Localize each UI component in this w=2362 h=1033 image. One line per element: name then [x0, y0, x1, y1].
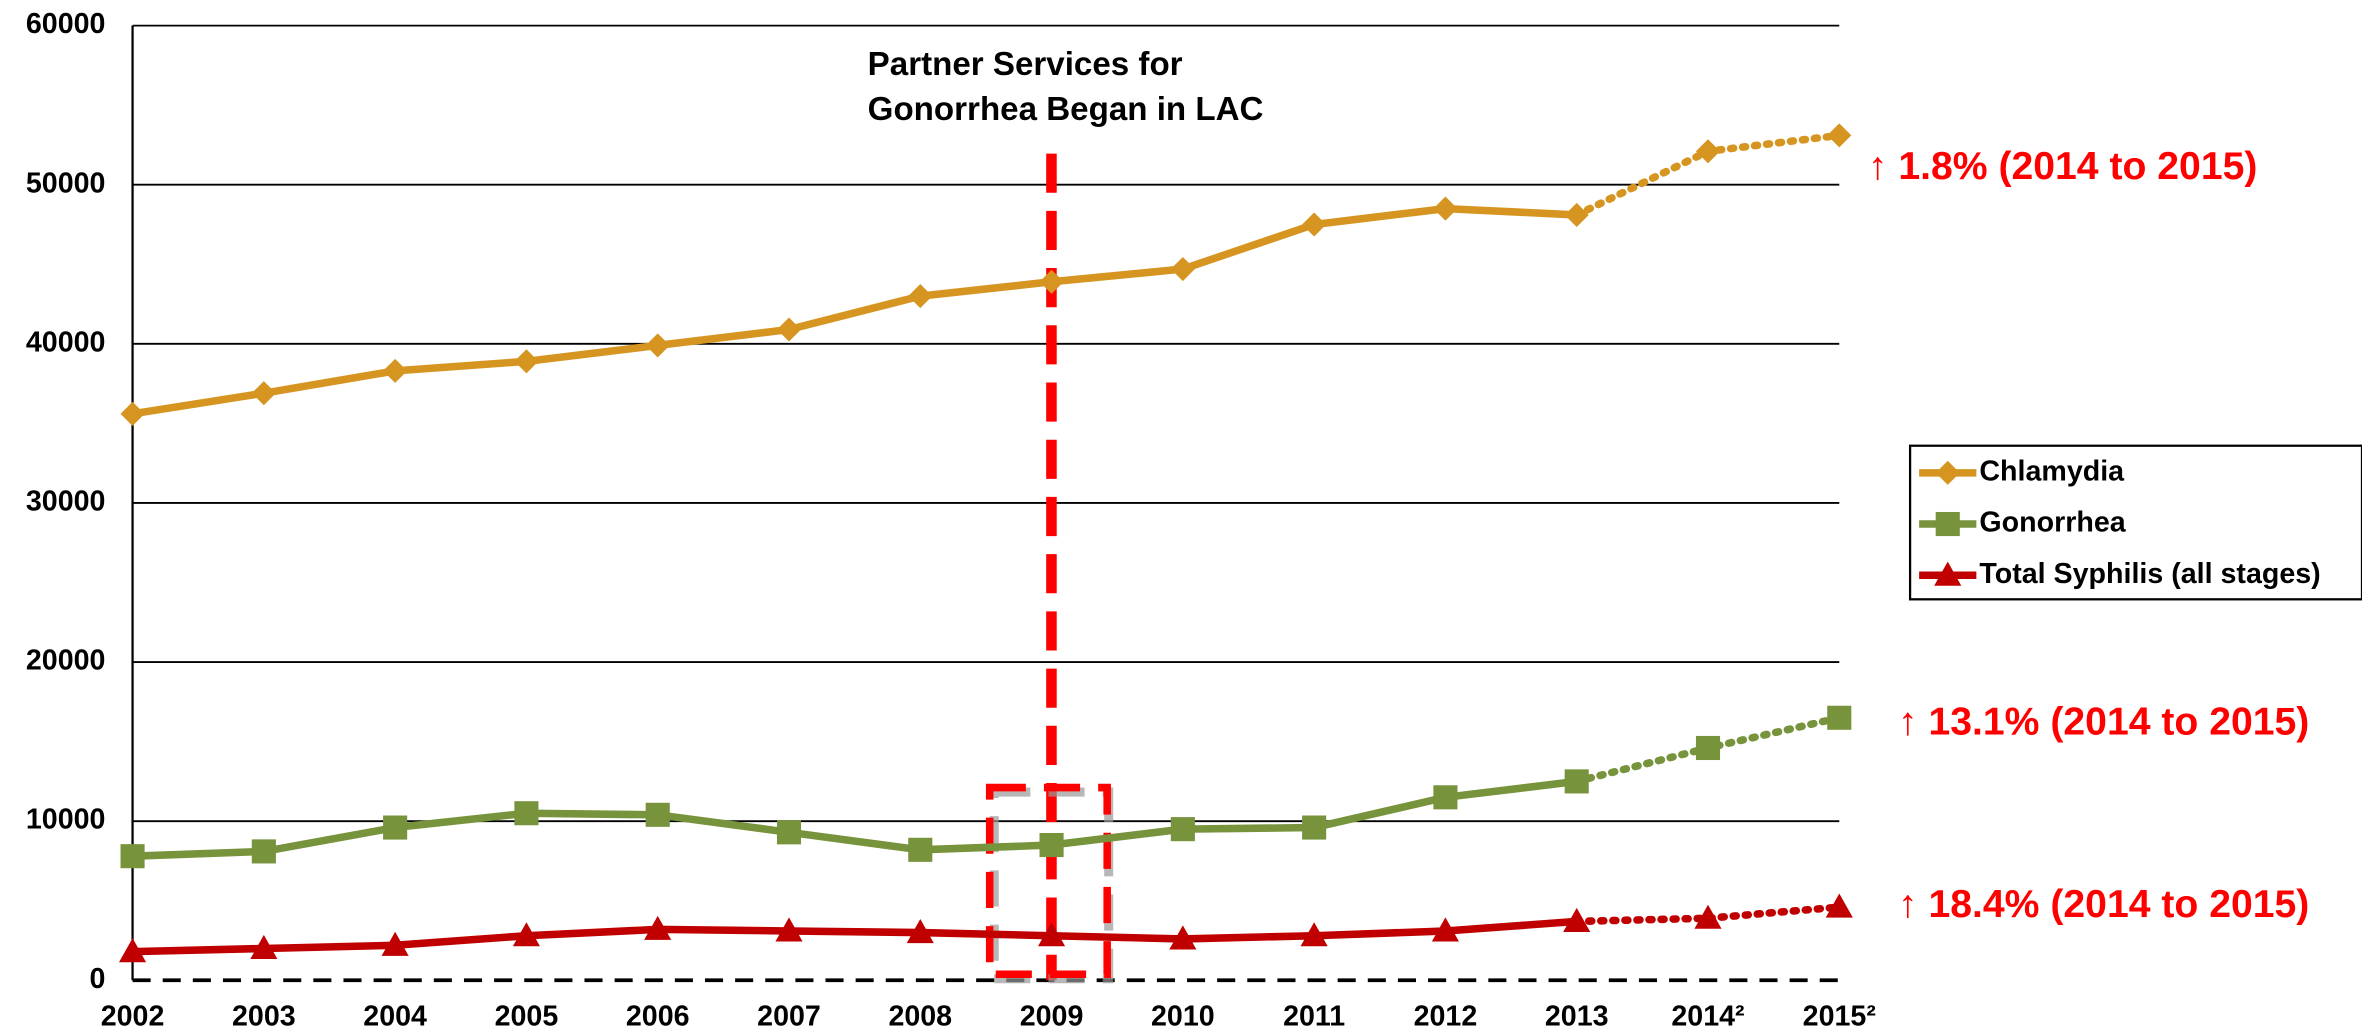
marker	[1170, 257, 1195, 282]
marker	[1934, 561, 1962, 586]
marker	[119, 938, 147, 963]
marker	[1039, 833, 1064, 858]
series-line	[128, 917, 1581, 956]
annotation: Partner Services for	[868, 46, 1183, 83]
marker	[1039, 269, 1064, 294]
legend-label: Chlamydia	[1979, 455, 2125, 487]
marker	[1935, 460, 1960, 485]
x-tick-label: 2003	[232, 1001, 296, 1033]
marker	[645, 333, 670, 358]
marker	[512, 922, 540, 947]
marker	[251, 381, 276, 406]
legend-label: Gonorrhea	[1979, 507, 2126, 539]
x-tick-label: 2012	[1414, 1001, 1478, 1033]
x-tick-label: 2010	[1151, 1001, 1215, 1033]
marker	[1302, 815, 1327, 840]
x-tick-label: 2002	[101, 1001, 165, 1033]
x-tick-label: 2005	[495, 1001, 559, 1033]
y-tick-label: 50000	[26, 167, 106, 199]
marker	[908, 837, 933, 862]
grid	[132, 24, 1840, 983]
marker	[1302, 212, 1327, 237]
marker	[1695, 735, 1721, 761]
y-tick-label: 10000	[26, 804, 106, 836]
marker	[514, 801, 539, 826]
x-tick-label: 2008	[888, 1001, 952, 1033]
x-tick-label: 2007	[757, 1001, 821, 1033]
marker	[1433, 785, 1458, 810]
marker	[908, 284, 933, 309]
highlight-shadow	[989, 787, 1114, 984]
marker	[1300, 922, 1328, 947]
y-tick-label: 40000	[26, 326, 106, 358]
marker	[775, 917, 803, 942]
plot: Chlamydia ↑ 1.8% (2014 to 2015) Gonorrhea ↑…	[119, 123, 2321, 963]
x-tick-label: 2015²	[1803, 1001, 1876, 1033]
marker	[383, 815, 408, 840]
marker	[1935, 511, 1960, 537]
marker	[1564, 202, 1589, 227]
marker	[1170, 817, 1195, 842]
marker	[383, 358, 408, 383]
marker	[1827, 705, 1852, 730]
marker	[1563, 907, 1591, 932]
x-tick-label: 2011	[1283, 1001, 1345, 1033]
marker	[1433, 196, 1458, 221]
series-note: ↑ 13.1% (2014 to 2015)	[1898, 701, 2309, 744]
x-tick-label: 2004	[363, 1001, 427, 1033]
x-tick-label: 2009	[1020, 1001, 1084, 1033]
marker	[514, 349, 539, 374]
marker	[645, 802, 670, 827]
marker	[1038, 922, 1066, 947]
legend-box	[1908, 444, 2362, 601]
marker	[1695, 139, 1721, 164]
marker	[251, 839, 276, 864]
x-tick-label: 2006	[626, 1001, 690, 1033]
marker	[1827, 123, 1852, 148]
marker	[1694, 904, 1722, 929]
y-tick-label: 0	[90, 963, 106, 995]
y-tick-label: 60000	[26, 8, 106, 40]
marker	[776, 317, 802, 342]
legend-label: Total Syphilis (all stages)	[1979, 558, 2320, 590]
marker	[906, 919, 934, 944]
marker	[776, 820, 802, 845]
series-note: ↑ 1.8% (2014 to 2015)	[1868, 145, 2258, 188]
marker	[1825, 893, 1853, 918]
y-tick-label: 30000	[26, 486, 106, 518]
marker	[644, 915, 672, 940]
marker	[1564, 769, 1589, 794]
marker	[120, 401, 145, 426]
marker	[381, 931, 409, 956]
x-tick-label: 2014²	[1671, 1001, 1744, 1033]
highlight-box	[985, 783, 1111, 979]
marker	[1169, 925, 1197, 950]
series-line	[128, 777, 1581, 860]
x-tick-label: 2013	[1545, 1001, 1609, 1033]
series-line	[128, 204, 1581, 418]
series-note: ↑ 18.4% (2014 to 2015)	[1898, 883, 2309, 926]
marker	[1431, 917, 1459, 942]
annotation: Gonorrhea Began in LAC	[868, 91, 1264, 128]
marker	[120, 844, 145, 869]
marker	[250, 934, 278, 960]
y-tick-label: 20000	[26, 645, 106, 677]
